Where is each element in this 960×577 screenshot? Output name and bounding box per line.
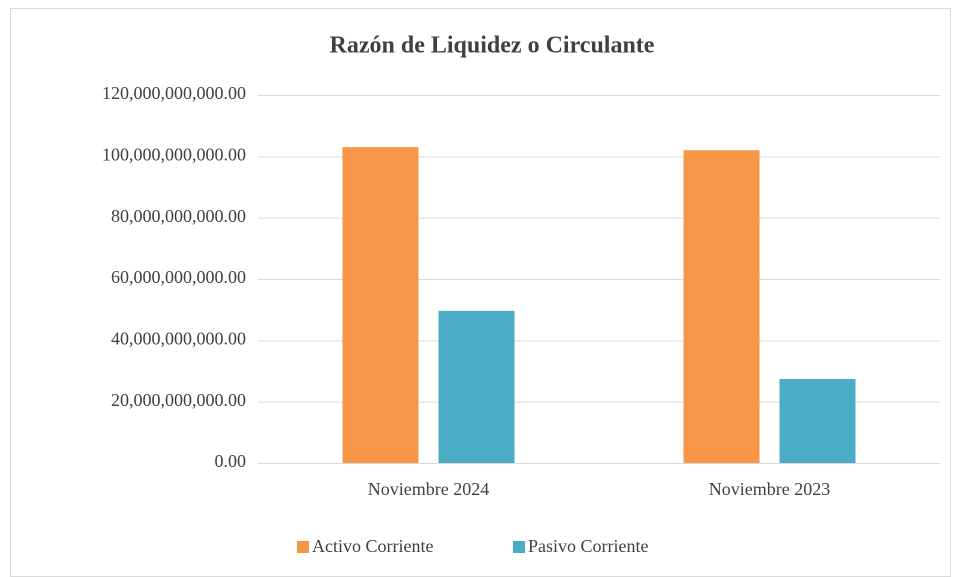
legend-swatch	[297, 541, 309, 553]
bar	[438, 310, 515, 463]
legend-swatch	[513, 541, 525, 553]
chart-border	[10, 8, 951, 577]
y-tick-label: 80,000,000,000.00	[111, 206, 246, 226]
bar	[683, 150, 760, 463]
y-tick-label: 120,000,000,000.00	[102, 83, 246, 103]
x-tick-label: Noviembre 2023	[709, 479, 830, 499]
legend-label: Activo Corriente	[312, 536, 433, 556]
y-tick-label: 100,000,000,000.00	[102, 144, 246, 164]
y-tick-label: 60,000,000,000.00	[111, 267, 246, 287]
legend-label: Pasivo Corriente	[528, 536, 648, 556]
bar	[779, 378, 856, 463]
bar	[342, 147, 419, 463]
y-tick-label: 20,000,000,000.00	[111, 390, 246, 410]
chart-title: Razón de Liquidez o Circulante	[330, 33, 655, 59]
y-tick-label: 0.00	[215, 451, 247, 471]
x-tick-label: Noviembre 2024	[368, 479, 489, 499]
y-tick-label: 40,000,000,000.00	[111, 328, 246, 348]
